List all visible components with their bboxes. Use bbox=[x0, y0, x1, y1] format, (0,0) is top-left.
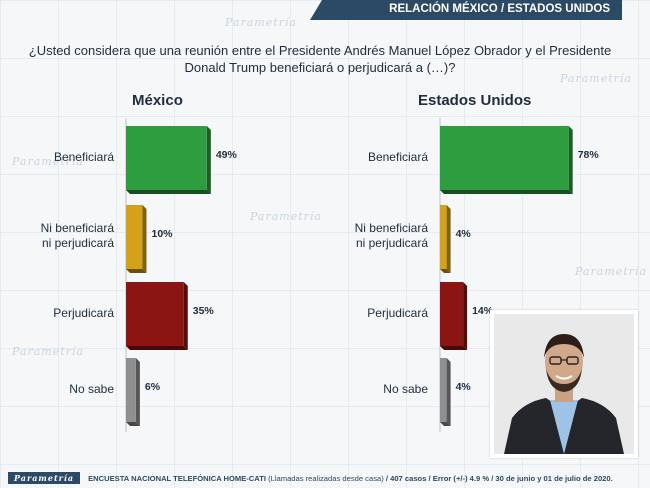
watermark: Parametría bbox=[12, 155, 84, 168]
footer-survey: ENCUESTA NACIONAL TELEFÓNICA HOME-CATI bbox=[88, 473, 266, 483]
value-label-usa-0: 78% bbox=[577, 149, 599, 161]
bar-mexico-3 bbox=[126, 358, 136, 422]
value-label-mexico-3: 6% bbox=[144, 381, 161, 393]
bar-mexico-2 bbox=[126, 282, 184, 346]
bar-shadow-mexico-2 bbox=[126, 346, 188, 350]
category-label-usa-2: Perjudicará bbox=[313, 306, 428, 321]
category-label-mexico-2: Perjudicará bbox=[0, 306, 114, 321]
bar-usa-2 bbox=[440, 282, 464, 346]
category-label-line: Ni beneficiará bbox=[354, 221, 428, 235]
category-label-line: ni perjudicará bbox=[355, 236, 428, 250]
value-label-mexico-0: 49% bbox=[215, 149, 237, 161]
category-label-line: No sabe bbox=[383, 381, 428, 396]
bar-mexico-1 bbox=[126, 205, 143, 269]
category-label-usa-0: Beneficiará bbox=[313, 150, 428, 165]
bar-side-mexico-0 bbox=[206, 126, 211, 194]
watermark: Parametría bbox=[575, 265, 647, 278]
section-banner: RELACIÓN MÉXICO / ESTADOS UNIDOS bbox=[310, 0, 622, 20]
value-label-mexico-1: 10% bbox=[151, 228, 173, 240]
bar-usa-1 bbox=[440, 205, 447, 269]
presenter-photo bbox=[490, 310, 638, 458]
value-label-usa-3: 4% bbox=[455, 381, 471, 393]
bar-usa-0 bbox=[440, 126, 569, 190]
bar-usa-3 bbox=[440, 358, 447, 422]
category-label-mexico-1: Ni beneficiará ni perjudicará bbox=[0, 221, 114, 251]
bar-side-mexico-1 bbox=[142, 205, 147, 273]
bar-shadow-usa-0 bbox=[440, 190, 573, 194]
footer-source: ENCUESTA NACIONAL TELEFÓNICA HOME-CATI (… bbox=[88, 474, 613, 483]
category-label-line: ni perjudicará bbox=[41, 236, 114, 250]
value-label-usa-1: 4% bbox=[455, 228, 471, 240]
footer-note: (Llamadas realizadas desde casa) bbox=[268, 473, 384, 483]
bar-mexico-0 bbox=[126, 126, 207, 190]
bar-shadow-usa-3 bbox=[440, 422, 451, 426]
chart-title-usa: Estados Unidos bbox=[418, 92, 532, 109]
bar-side-usa-0 bbox=[568, 126, 573, 194]
category-label-usa-1: Ni beneficiará ni perjudicará bbox=[313, 221, 428, 251]
bar-shadow-mexico-1 bbox=[126, 269, 147, 273]
bar-shadow-mexico-3 bbox=[126, 422, 140, 426]
bar-shadow-mexico-0 bbox=[126, 190, 211, 194]
watermark: Parametría bbox=[12, 345, 84, 358]
category-label-line: Perjudicará bbox=[53, 305, 114, 320]
chart-title-mexico: México bbox=[132, 92, 183, 109]
category-label-line: No sabe bbox=[69, 381, 114, 396]
footer: Parametría ENCUESTA NACIONAL TELEFÓNICA … bbox=[8, 472, 613, 484]
value-label-mexico-2: 35% bbox=[192, 305, 214, 317]
bar-shadow-usa-1 bbox=[440, 269, 451, 273]
category-label-line: Ni beneficiará bbox=[40, 221, 114, 235]
watermark: Parametría bbox=[225, 16, 297, 29]
footer-details: / 407 casos / Error (+/-) 4.9 % / 30 de … bbox=[385, 473, 613, 483]
bar-shadow-usa-2 bbox=[440, 346, 468, 350]
category-label-usa-3: No sabe bbox=[313, 382, 428, 397]
watermark: Parametría bbox=[250, 210, 322, 223]
bar-side-mexico-3 bbox=[135, 358, 140, 426]
survey-question: ¿Usted considera que una reunión entre e… bbox=[28, 43, 612, 75]
watermark: Parametría bbox=[560, 72, 632, 85]
category-label-line: Beneficiará bbox=[53, 149, 114, 164]
footer-logo: Parametría bbox=[8, 472, 81, 484]
bar-side-usa-3 bbox=[446, 358, 451, 426]
category-label-line: Beneficiará bbox=[367, 149, 428, 164]
bar-side-mexico-2 bbox=[183, 282, 188, 350]
presenter-illustration bbox=[494, 314, 634, 454]
category-label-mexico-3: No sabe bbox=[0, 382, 114, 397]
category-label-mexico-0: Beneficiará bbox=[0, 150, 114, 165]
bar-side-usa-2 bbox=[463, 282, 468, 350]
category-label-line: Perjudicará bbox=[367, 305, 428, 320]
bar-side-usa-1 bbox=[446, 205, 451, 273]
value-label-usa-2: 14% bbox=[472, 305, 494, 317]
